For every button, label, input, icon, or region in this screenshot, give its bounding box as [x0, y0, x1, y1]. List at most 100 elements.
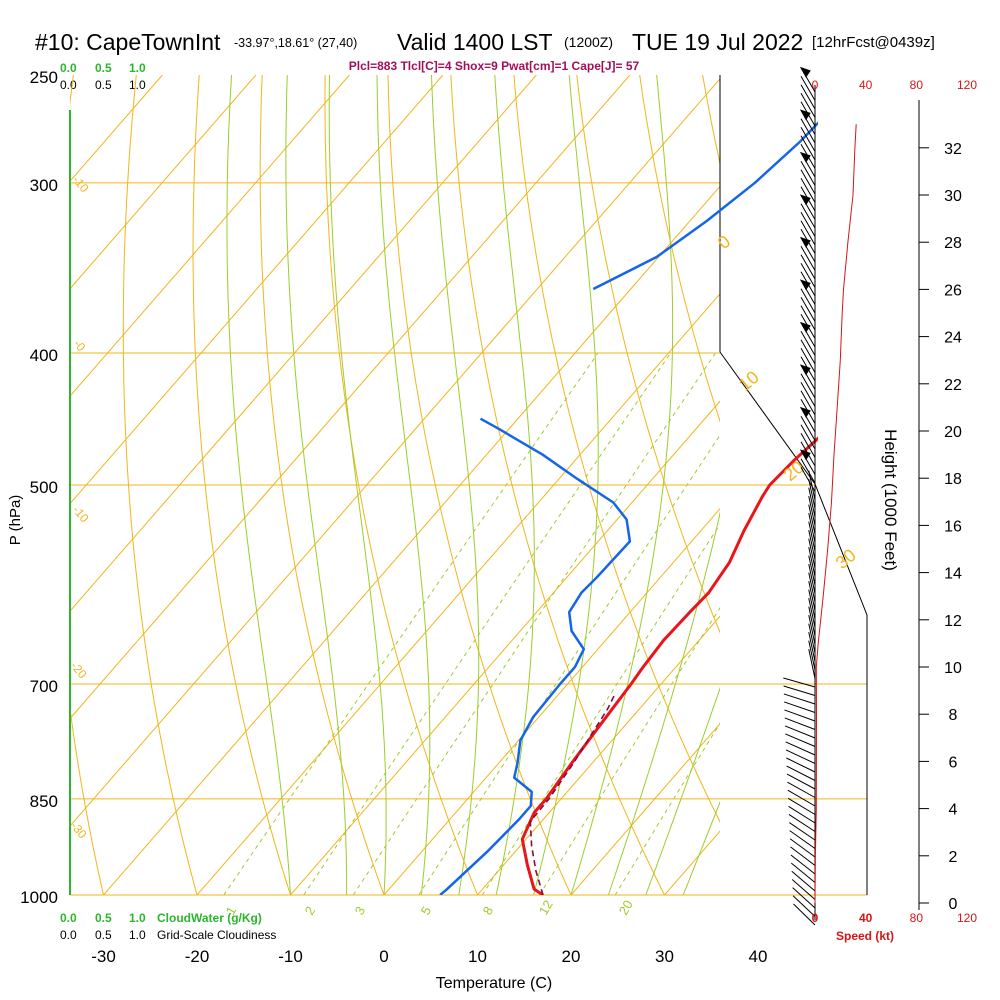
dry-adiabat-line [639, 75, 720, 423]
height-tick-label: 16 [944, 518, 962, 535]
temperature-tick-label: -30 [91, 947, 116, 966]
wind-barb [808, 547, 816, 577]
wind-barb [800, 305, 816, 331]
wind-barb [783, 685, 816, 696]
wind-barb [792, 887, 816, 909]
dry-adiabat-line [122, 75, 198, 895]
wind-barb [800, 203, 816, 229]
height-tick-label: 30 [944, 188, 962, 205]
dry-adiabat-line [761, 51, 1000, 924]
top-cloudwater-2: 1.0 [129, 61, 146, 75]
dry-adiabat-line [576, 75, 720, 634]
wind-barb [808, 606, 816, 637]
moist-adiabat-line [285, 75, 348, 895]
height-axis-label: Height (1000 Feet) [881, 429, 900, 571]
wind-barb [800, 76, 816, 101]
wind-barb [787, 797, 816, 815]
wind-barb [800, 348, 816, 373]
series-dewpoint-line [439, 417, 632, 895]
wind-barb [790, 854, 816, 875]
height-tick-label: 20 [944, 424, 962, 441]
wind-barb [786, 773, 816, 790]
top-cloudwater-scale: 0.0 0.5 1.0 [60, 61, 146, 75]
pressure-tick-label: 1000 [20, 888, 58, 907]
wind-barb [800, 169, 816, 195]
left-label-4: -20 [68, 659, 90, 682]
moist-adiabat-line [226, 75, 291, 895]
wind-barb [788, 805, 816, 824]
mixing-label-8: 8 [480, 904, 497, 918]
mixing-label-12: 12 [536, 897, 556, 917]
wind-barb [808, 581, 816, 611]
pressure-tick-label: 300 [30, 176, 58, 195]
wind-barb-pennant [799, 151, 811, 163]
isotherm-line [477, 615, 720, 895]
speed-top-tick-label: 40 [859, 78, 873, 92]
height-tick-label: 6 [949, 754, 958, 771]
dry-adiabat-line [823, 51, 1000, 924]
plot-frame [719, 75, 868, 895]
bottom-cloudwater-1: 0.5 [95, 911, 112, 925]
pressure-tick-label: 850 [30, 792, 58, 811]
moist-adiabat-line [645, 686, 720, 895]
wind-barbs [783, 66, 816, 926]
temperature-tick-label: 0 [379, 947, 388, 966]
wind-barb-pennant [799, 406, 811, 418]
wind-barb [786, 765, 816, 781]
left-label-5: -30 [68, 819, 90, 842]
dry-adiabat-line [324, 75, 479, 895]
wind-barb-pennant [799, 321, 811, 333]
wind-barb [785, 749, 816, 764]
mixing-label-3: 3 [352, 904, 369, 918]
wind-barb [808, 615, 816, 645]
valid-time: Valid 1400 LST [397, 29, 553, 55]
speed-bottom-tick-label: 120 [957, 911, 977, 925]
temperature-tick-label: 10 [468, 947, 487, 966]
mixing-label-5: 5 [418, 904, 435, 918]
left-label-1: -10 [70, 173, 92, 196]
temperature-tick-label: -20 [185, 947, 210, 966]
top-cloudiness-1: 0.5 [95, 78, 112, 92]
speed-top-tick-label: 120 [957, 78, 977, 92]
dry-adiabat-line [259, 75, 385, 895]
wind-barb [808, 538, 816, 569]
station-location: -33.97°,18.61° (27,40) [234, 36, 357, 50]
wind-barb [808, 504, 816, 535]
pressure-tick-label: 500 [30, 478, 58, 497]
moist-adiabat-line [431, 75, 480, 895]
top-cloudwater-1: 0.5 [95, 61, 112, 75]
wind-barb [789, 838, 816, 858]
station-title: #10: CapeTownInt [35, 29, 221, 55]
moist-adiabat-line [570, 75, 674, 895]
wind-barb [786, 757, 816, 773]
wind-barb [787, 781, 816, 798]
temperature-axis: -30 -20 -10 0 10 20 30 40 [91, 947, 767, 966]
wind-barb [790, 846, 816, 866]
moist-adiabat-lines [226, 75, 720, 895]
bottom-cloudiness-scale: 0.0 0.5 1.0 Grid-Scale Cloudiness [60, 928, 276, 942]
height-tick-label: 14 [944, 566, 962, 583]
wind-barb [808, 649, 816, 679]
wind-barb [800, 263, 816, 288]
bottom-cloudiness-1: 0.5 [95, 928, 112, 942]
speed-top-tick-label: 0 [812, 78, 819, 92]
height-tick-label: 10 [944, 660, 962, 677]
wind-barb [808, 513, 816, 543]
bottom-cloudiness-0: 0.0 [60, 928, 77, 942]
height-tick-label: 22 [944, 377, 962, 394]
bottom-cloudiness-label: Grid-Scale Cloudiness [157, 928, 276, 942]
wind-barb-pennant [799, 279, 811, 291]
wind-barb [808, 470, 816, 501]
speed-top-tick-label: 80 [910, 78, 924, 92]
isotherm-label-10: 10 [735, 367, 763, 395]
wind-barb [787, 789, 816, 807]
dry-adiabat-line [450, 75, 666, 895]
moist-adiabat-line [328, 75, 387, 895]
top-cloudiness-0: 0.0 [60, 78, 77, 92]
height-tick-label: 24 [944, 330, 962, 347]
height-tick-label: 18 [944, 471, 962, 488]
isobar-lines [70, 182, 867, 896]
wind-barb [785, 733, 816, 747]
wind-barb-pennant [799, 236, 811, 248]
left-label-3: -10 [70, 503, 92, 526]
